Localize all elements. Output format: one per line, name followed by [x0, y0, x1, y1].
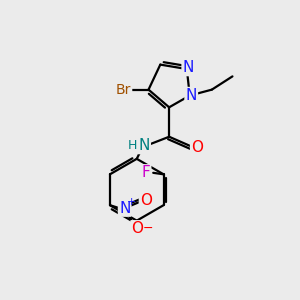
Text: H: H	[128, 139, 137, 152]
Text: N: N	[138, 138, 150, 153]
Text: O: O	[140, 193, 152, 208]
Text: O: O	[131, 221, 143, 236]
Text: −: −	[143, 222, 154, 235]
Text: +: +	[127, 197, 136, 207]
Text: N: N	[119, 201, 130, 216]
Text: N: N	[185, 88, 197, 103]
Text: N: N	[183, 60, 194, 75]
Text: Br: Br	[116, 82, 131, 97]
Text: F: F	[142, 165, 150, 180]
Text: O: O	[191, 140, 203, 154]
